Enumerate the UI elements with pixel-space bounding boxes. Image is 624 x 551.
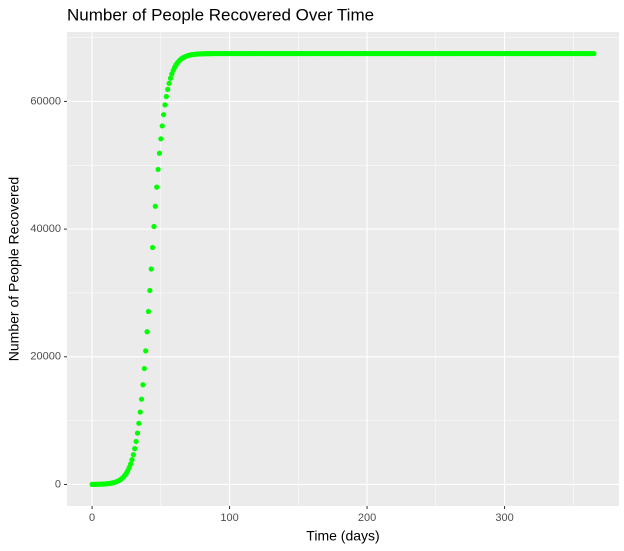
point xyxy=(140,382,146,388)
point xyxy=(127,461,134,467)
point xyxy=(149,244,156,251)
point xyxy=(136,420,142,426)
plot-panel xyxy=(67,32,619,506)
point xyxy=(154,184,160,190)
point xyxy=(158,136,164,142)
point xyxy=(162,102,168,108)
point xyxy=(148,266,154,272)
x-tick-label: 100 xyxy=(220,512,238,524)
x-tick-label: 0 xyxy=(89,512,95,524)
point xyxy=(165,86,171,92)
point xyxy=(156,150,163,156)
y-tick-label: 20000 xyxy=(30,351,61,363)
y-tick-label: 40000 xyxy=(30,223,61,235)
point xyxy=(166,80,172,86)
point xyxy=(133,438,139,445)
y-axis-title: Number of People Recovered xyxy=(6,177,22,361)
point xyxy=(132,446,138,452)
point xyxy=(143,348,149,354)
point xyxy=(591,50,597,57)
point xyxy=(155,166,161,173)
point xyxy=(138,396,145,402)
chart-title: Number of People Recovered Over Time xyxy=(67,5,374,24)
point xyxy=(137,409,143,415)
point xyxy=(167,75,174,81)
point xyxy=(141,365,147,372)
point xyxy=(129,457,135,463)
point xyxy=(144,329,150,335)
point xyxy=(163,93,169,100)
x-tick-label: 200 xyxy=(358,512,376,524)
point xyxy=(160,112,167,118)
x-axis-title: Time (days) xyxy=(306,528,379,544)
point xyxy=(159,123,165,129)
x-tick-label: 300 xyxy=(495,512,513,524)
point xyxy=(147,287,153,294)
y-tick-label: 0 xyxy=(55,478,61,490)
point xyxy=(152,203,158,209)
point xyxy=(134,430,141,436)
y-tick-label: 60000 xyxy=(30,95,61,107)
point xyxy=(130,452,136,458)
point xyxy=(151,223,157,230)
point xyxy=(145,308,152,315)
